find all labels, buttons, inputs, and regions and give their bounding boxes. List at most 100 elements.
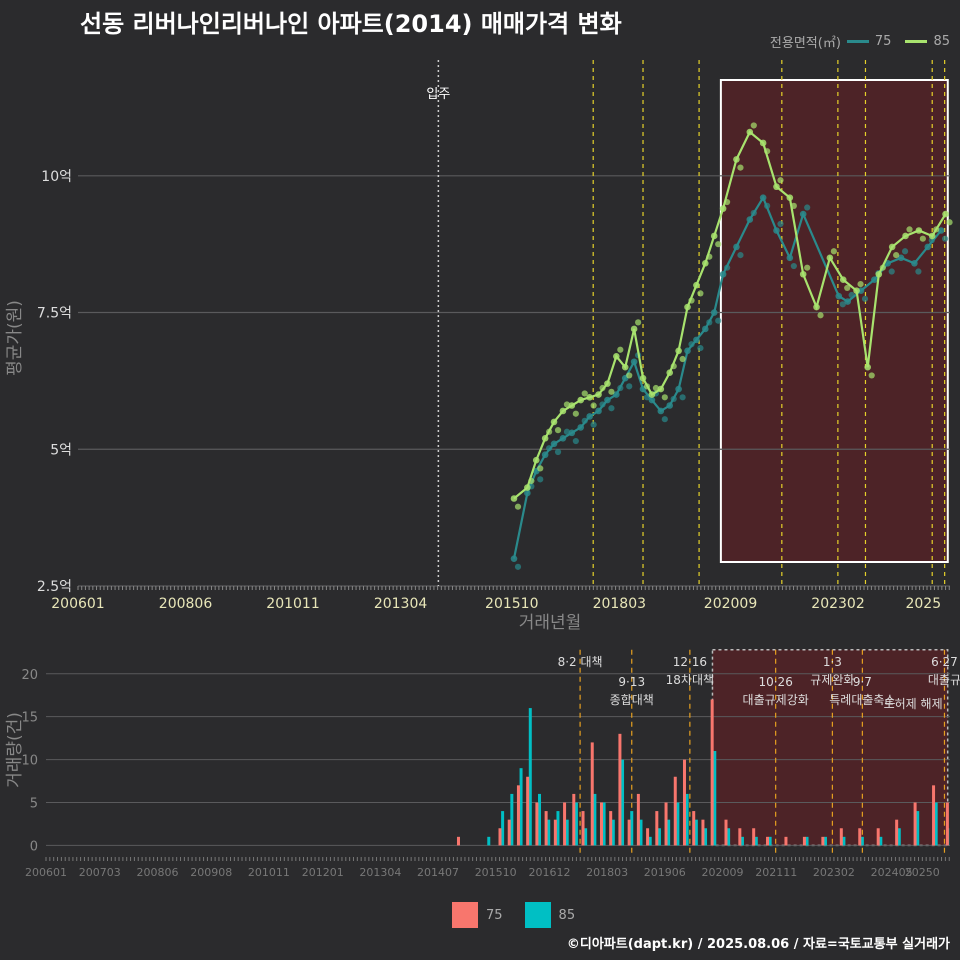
data-point-85	[693, 281, 700, 289]
y-tick-label: 20	[21, 668, 38, 683]
policy-name-label: 종합대책	[610, 692, 654, 707]
x-tick-label: 202111	[755, 866, 797, 879]
x-tick-label: 201906	[644, 866, 686, 879]
data-point-75	[546, 445, 553, 452]
data-point-85	[648, 391, 656, 398]
bar-85	[704, 828, 708, 846]
data-point-85	[586, 394, 593, 401]
bar-75	[627, 819, 631, 846]
data-point-85	[759, 139, 767, 147]
bar-85	[860, 836, 864, 846]
x-tick-label: 201011	[266, 596, 319, 612]
data-point-75	[537, 476, 544, 483]
x-tick-label: 202302	[813, 866, 855, 879]
data-point-75	[871, 276, 878, 284]
x-tick-label: 200908	[190, 866, 232, 879]
data-point-85	[524, 484, 531, 491]
data-point-75	[675, 385, 682, 393]
data-point-85	[581, 390, 588, 397]
data-point-85	[915, 227, 923, 234]
data-point-75	[861, 295, 869, 302]
bar-75	[710, 699, 714, 846]
data-point-85	[546, 428, 553, 435]
data-point-85	[724, 198, 731, 206]
data-point-85	[541, 435, 549, 442]
data-point-85	[902, 232, 909, 240]
bar-85	[501, 811, 505, 846]
data-point-75	[630, 358, 638, 366]
data-point-75	[590, 421, 597, 428]
data-point-85	[577, 396, 585, 404]
price-chart: 2.5억 5억 7.5억 10억 200601 200806 201011 201304 201…	[5, 60, 953, 633]
policy-name-label: 대출규제강화	[743, 693, 809, 707]
legend-box-85	[524, 902, 551, 928]
data-point-85	[599, 384, 606, 392]
bar-75	[498, 828, 502, 846]
data-point-85	[688, 297, 695, 304]
bar-85	[648, 836, 652, 846]
data-point-85	[666, 369, 674, 376]
data-point-85	[737, 164, 744, 171]
data-point-75	[924, 243, 932, 251]
data-point-85	[528, 477, 535, 485]
data-point-85	[888, 243, 896, 251]
data-point-75	[844, 298, 851, 305]
y-tick-label: 0	[30, 839, 38, 854]
x-tick-label: 201304	[359, 866, 401, 879]
data-point-75	[848, 291, 855, 299]
data-point-85	[563, 401, 571, 408]
data-point-85	[933, 226, 940, 233]
bar-85	[538, 793, 542, 846]
data-point-85	[875, 270, 883, 278]
data-point-75	[586, 413, 593, 420]
data-point-85	[773, 183, 780, 191]
data-point-75	[901, 248, 909, 255]
bar-85	[842, 836, 846, 846]
bar-85	[584, 828, 588, 846]
data-point-75	[911, 260, 918, 267]
data-point-85	[697, 290, 704, 297]
bar-75	[535, 802, 539, 846]
bar-85	[602, 802, 606, 846]
bar-75	[738, 828, 742, 846]
data-point-75	[510, 555, 518, 562]
data-point-85	[595, 391, 602, 398]
bar-75	[876, 828, 880, 846]
bar-85	[547, 819, 551, 846]
data-point-85	[626, 372, 633, 379]
bar-75	[752, 828, 756, 846]
x-tick-label: 201201	[302, 866, 344, 879]
bar-85	[593, 793, 597, 846]
data-point-75	[599, 401, 606, 408]
y-tick-label: 10억	[41, 169, 72, 185]
policy-date-label: 8·2 대책	[558, 654, 603, 669]
bar-85	[667, 819, 671, 846]
policy-date-label: 1·3	[823, 655, 842, 669]
data-point-85	[906, 226, 913, 233]
x-tick-label: 201510	[485, 596, 538, 612]
data-point-85	[550, 418, 558, 426]
data-point-75	[608, 405, 615, 412]
data-point-85	[639, 374, 647, 382]
data-point-75	[524, 489, 531, 497]
data-point-85	[764, 148, 771, 155]
x-tick-label: 200806	[136, 866, 178, 879]
bar-85	[685, 793, 689, 846]
data-point-75	[915, 268, 922, 275]
bar-75	[636, 793, 640, 846]
footer-credit: ©디아파트(dapt.kr) / 2025.08.06 / 자료=국토교통부 실…	[566, 937, 950, 952]
policy-date-label: 10·26	[758, 675, 792, 689]
data-point-75	[697, 344, 704, 352]
x-tick-label: 20250	[905, 866, 940, 879]
data-point-75	[648, 396, 656, 404]
bar-75	[766, 836, 770, 846]
bar-75	[609, 811, 613, 846]
bar-75	[646, 828, 650, 846]
data-point-75	[670, 395, 677, 403]
data-point-85	[804, 264, 811, 271]
policy-name-label: 18차대책	[666, 672, 714, 687]
bar-85	[916, 811, 920, 846]
data-point-75	[835, 292, 843, 300]
bar-75	[544, 811, 548, 846]
bar-75	[839, 828, 843, 846]
